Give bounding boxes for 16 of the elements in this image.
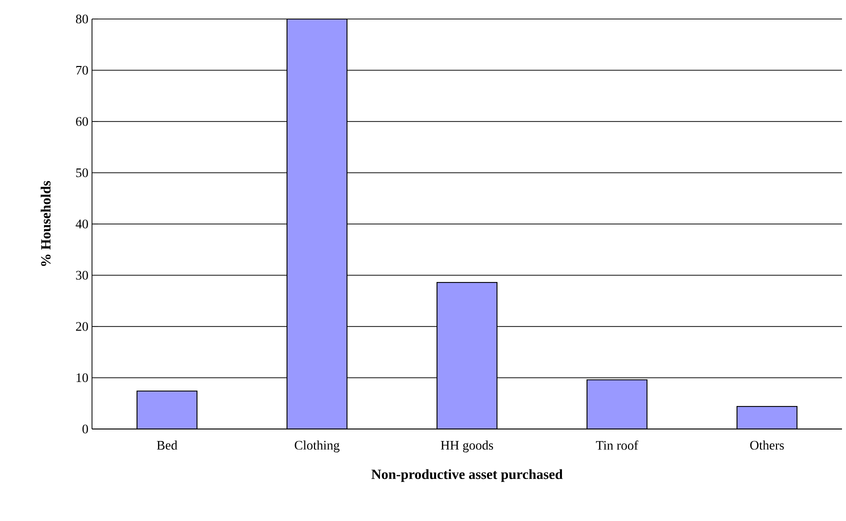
x-tick-label: Bed — [156, 440, 178, 450]
y-tick-label: 20 — [76, 322, 88, 331]
x-tick-label: Clothing — [294, 440, 340, 452]
x-tick-label: Tin roof — [596, 440, 638, 450]
x-tick-label: Others — [750, 440, 784, 450]
y-axis-title: % Households — [40, 180, 51, 266]
x-axis-title: Non-productive asset purchased — [371, 469, 563, 482]
y-tick-label: 80 — [76, 14, 88, 24]
y-tick-label: 60 — [76, 117, 88, 126]
y-tick-label: 10 — [76, 373, 88, 382]
y-tick-label: 0 — [82, 424, 88, 434]
y-tick-label: 30 — [76, 270, 88, 280]
x-tick-label: HH goods — [440, 440, 494, 452]
y-tick-label: 50 — [76, 168, 88, 178]
y-tick-label: 40 — [76, 220, 88, 228]
y-tick-label: 70 — [76, 66, 88, 75]
